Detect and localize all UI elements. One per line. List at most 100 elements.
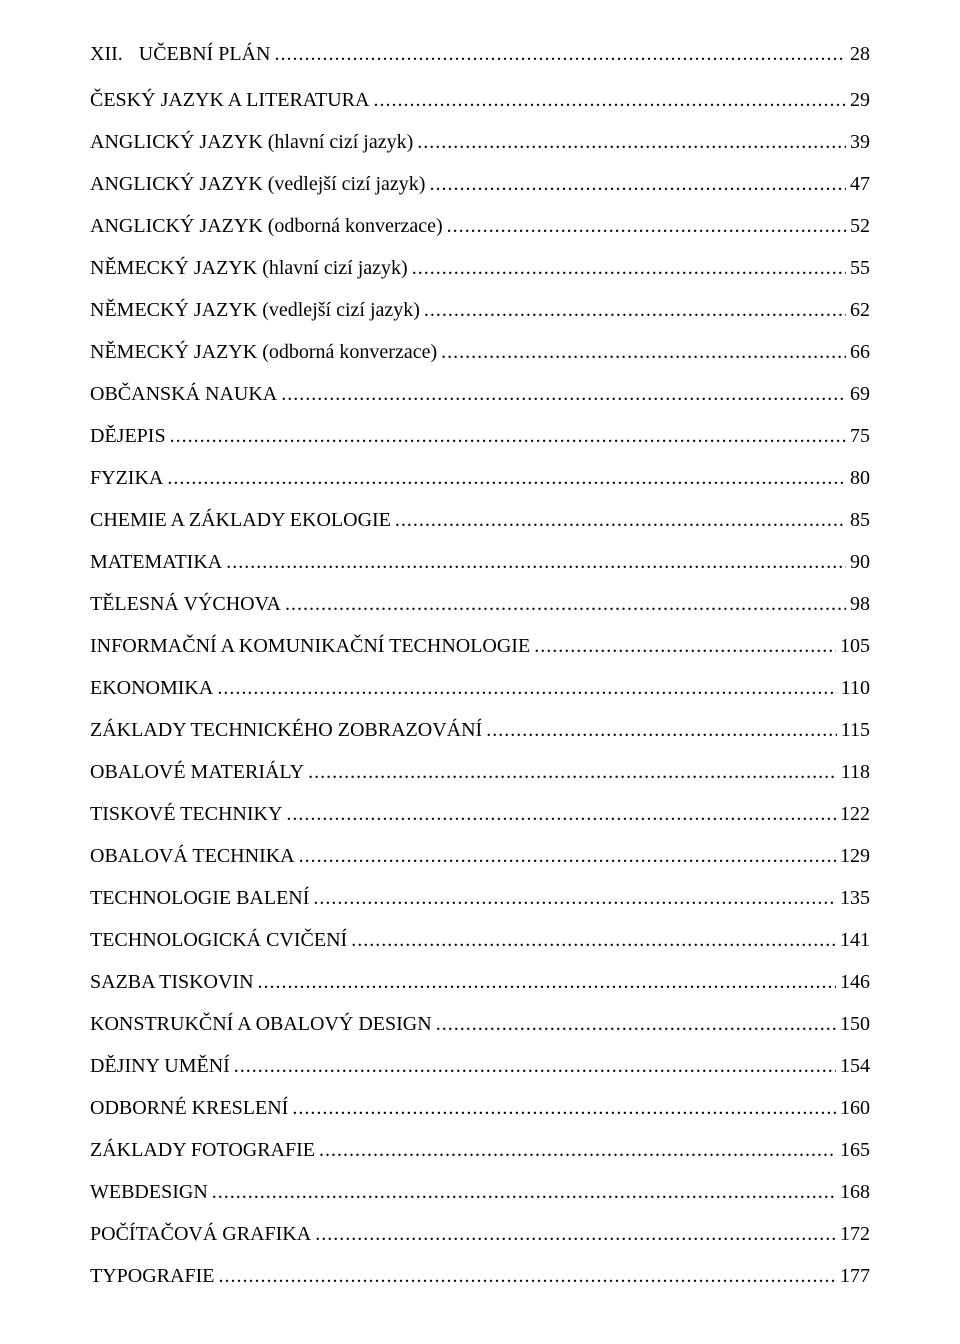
toc-leader xyxy=(214,1262,836,1290)
toc-leader xyxy=(369,86,846,114)
toc-title: FYZIKA xyxy=(90,464,163,492)
toc-entry: TECHNOLOGIE BALENÍ135 xyxy=(90,884,870,912)
toc-entry: NĚMECKÝ JAZYK (odborná konverzace)66 xyxy=(90,338,870,366)
toc-title: KONSTRUKČNÍ A OBALOVÝ DESIGN xyxy=(90,1010,432,1038)
toc-leader xyxy=(270,40,846,68)
toc-entry: NĚMECKÝ JAZYK (vedlejší cizí jazyk)62 xyxy=(90,296,870,324)
toc-title: TYPOGRAFIE xyxy=(90,1262,214,1290)
toc-entry: DĚJEPIS 75 xyxy=(90,422,870,450)
toc-entry: OBALOVÁ TECHNIKA129 xyxy=(90,842,870,870)
toc-entry: DĚJINY UMĚNÍ154 xyxy=(90,1052,870,1080)
toc-title: ZÁKLADY TECHNICKÉHO ZOBRAZOVÁNÍ xyxy=(90,716,482,744)
toc-page: 98 xyxy=(846,590,870,618)
toc-leader xyxy=(432,1010,836,1038)
toc-title: TECHNOLOGIE BALENÍ xyxy=(90,884,309,912)
toc-title: NĚMECKÝ JAZYK (odborná konverzace) xyxy=(90,338,437,366)
toc-page: 110 xyxy=(837,674,870,702)
toc-title: WEBDESIGN xyxy=(90,1178,208,1206)
toc-title: TECHNOLOGICKÁ CVIČENÍ xyxy=(90,926,347,954)
toc-leader xyxy=(166,422,846,450)
toc-entry: TECHNOLOGICKÁ CVIČENÍ 141 xyxy=(90,926,870,954)
toc-page: 150 xyxy=(836,1010,870,1038)
toc-roman: XII. xyxy=(90,40,139,68)
toc-entry: ZÁKLADY TECHNICKÉHO ZOBRAZOVÁNÍ 115 xyxy=(90,716,870,744)
toc-leader xyxy=(311,1220,836,1248)
toc-leader xyxy=(281,590,846,618)
toc-title: MATEMATIKA xyxy=(90,548,222,576)
toc-leader xyxy=(413,128,846,156)
toc-leader xyxy=(347,926,836,954)
toc-entry: TYPOGRAFIE 177 xyxy=(90,1262,870,1290)
toc-entry: ANGLICKÝ JAZYK (odborná konverzace) 52 xyxy=(90,212,870,240)
toc-leader xyxy=(277,380,846,408)
toc-title: OBČANSKÁ NAUKA xyxy=(90,380,277,408)
toc-page: 55 xyxy=(846,254,870,282)
toc-page: 28 xyxy=(846,40,870,68)
toc-entry: TISKOVÉ TECHNIKY 122 xyxy=(90,800,870,828)
toc-entry: EKONOMIKA 110 xyxy=(90,674,870,702)
toc-leader xyxy=(391,506,846,534)
toc-leader xyxy=(482,716,837,744)
toc-title: ZÁKLADY FOTOGRAFIE xyxy=(90,1136,315,1164)
toc-entry-section: XII. UČEBNÍ PLÁN 28 xyxy=(90,40,870,68)
toc-entry: OBALOVÉ MATERIÁLY 118 xyxy=(90,758,870,786)
toc-title: ČESKÝ JAZYK A LITERATURA xyxy=(90,86,369,114)
toc-title: UČEBNÍ PLÁN xyxy=(139,40,271,68)
toc-title: EKONOMIKA xyxy=(90,674,213,702)
toc-title: TĚLESNÁ VÝCHOVA xyxy=(90,590,281,618)
toc-page: 80 xyxy=(846,464,870,492)
toc-entry: WEBDESIGN168 xyxy=(90,1178,870,1206)
toc-leader xyxy=(425,170,846,198)
toc-leader xyxy=(288,1094,836,1122)
toc-title: ANGLICKÝ JAZYK (hlavní cizí jazyk) xyxy=(90,128,413,156)
toc-page: 165 xyxy=(836,1136,870,1164)
toc-page: 75 xyxy=(846,422,870,450)
toc-page: 141 xyxy=(836,926,870,954)
toc-title: NĚMECKÝ JAZYK (hlavní cizí jazyk) xyxy=(90,254,408,282)
toc-leader xyxy=(254,968,836,996)
toc-leader xyxy=(222,548,846,576)
toc-title: TISKOVÉ TECHNIKY xyxy=(90,800,282,828)
toc-title: POČÍTAČOVÁ GRAFIKA xyxy=(90,1220,311,1248)
toc-page: 172 xyxy=(836,1220,870,1248)
toc-entry: ZÁKLADY FOTOGRAFIE 165 xyxy=(90,1136,870,1164)
toc-leader xyxy=(437,338,846,366)
toc-page: 69 xyxy=(846,380,870,408)
toc-leader xyxy=(282,800,836,828)
toc-entry: INFORMAČNÍ A KOMUNIKAČNÍ TECHNOLOGIE 105 xyxy=(90,632,870,660)
toc-entry: KONSTRUKČNÍ A OBALOVÝ DESIGN 150 xyxy=(90,1010,870,1038)
toc-title: OBALOVÉ MATERIÁLY xyxy=(90,758,304,786)
toc-entry: ANGLICKÝ JAZYK (hlavní cizí jazyk) 39 xyxy=(90,128,870,156)
toc-leader xyxy=(208,1178,836,1206)
toc-leader xyxy=(309,884,836,912)
toc-leader xyxy=(230,1052,836,1080)
toc-title: DĚJEPIS xyxy=(90,422,166,450)
toc-page: 115 xyxy=(837,716,870,744)
toc-leader xyxy=(295,842,836,870)
toc-page: 105 xyxy=(836,632,870,660)
toc-title: ODBORNÉ KRESLENÍ xyxy=(90,1094,288,1122)
toc-page: 90 xyxy=(846,548,870,576)
toc-title: DĚJINY UMĚNÍ xyxy=(90,1052,230,1080)
toc-page: 122 xyxy=(836,800,870,828)
toc-title: CHEMIE A ZÁKLADY EKOLOGIE xyxy=(90,506,391,534)
toc-title: ANGLICKÝ JAZYK (odborná konverzace) xyxy=(90,212,443,240)
toc-page: 52 xyxy=(846,212,870,240)
toc-title: ANGLICKÝ JAZYK (vedlejší cizí jazyk) xyxy=(90,170,425,198)
toc-title: INFORMAČNÍ A KOMUNIKAČNÍ TECHNOLOGIE xyxy=(90,632,530,660)
toc-leader xyxy=(530,632,836,660)
toc-entry: TĚLESNÁ VÝCHOVA 98 xyxy=(90,590,870,618)
toc-page: 177 xyxy=(836,1262,870,1290)
toc-leader xyxy=(420,296,846,324)
toc-page: 118 xyxy=(837,758,870,786)
toc-leader xyxy=(213,674,836,702)
toc-title: NĚMECKÝ JAZYK (vedlejší cizí jazyk) xyxy=(90,296,420,324)
toc-page: 39 xyxy=(846,128,870,156)
toc-entry: NĚMECKÝ JAZYK (hlavní cizí jazyk) 55 xyxy=(90,254,870,282)
toc-page: 160 xyxy=(836,1094,870,1122)
toc-leader xyxy=(163,464,846,492)
toc-leader xyxy=(443,212,846,240)
toc-page: 47 xyxy=(846,170,870,198)
toc-entry: SAZBA TISKOVIN146 xyxy=(90,968,870,996)
toc-page: 85 xyxy=(846,506,870,534)
